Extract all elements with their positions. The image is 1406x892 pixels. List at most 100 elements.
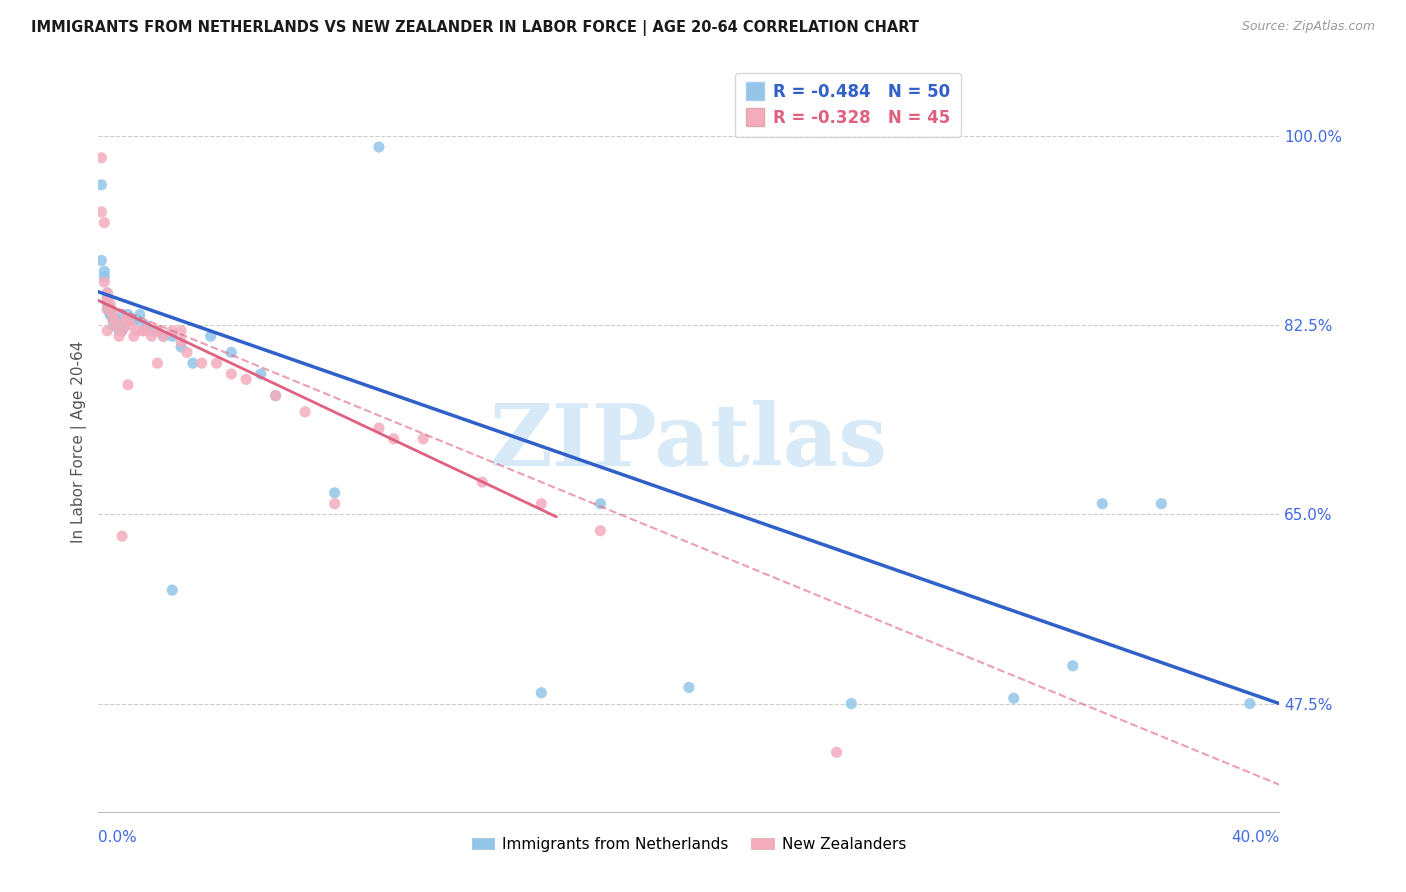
Point: [323, 497, 346, 511]
Text: 0.0%: 0.0%: [98, 830, 138, 846]
Point: [162, 583, 183, 598]
Point: [235, 372, 257, 386]
Point: [98, 308, 121, 322]
Point: [128, 308, 150, 322]
Point: [111, 324, 134, 338]
Point: [170, 324, 193, 338]
Point: [170, 340, 193, 354]
Point: [122, 313, 145, 327]
Point: [368, 421, 391, 435]
Point: [108, 318, 131, 333]
Point: [96, 324, 118, 338]
Text: ZIPatlas: ZIPatlas: [489, 400, 889, 483]
Point: [162, 329, 183, 343]
Point: [146, 356, 169, 370]
Point: [114, 318, 136, 333]
Point: [103, 308, 125, 322]
Point: [120, 318, 142, 333]
Point: [146, 324, 169, 338]
Point: [117, 377, 139, 392]
Point: [108, 329, 131, 343]
Point: [125, 324, 148, 338]
Point: [90, 205, 112, 219]
Point: [141, 324, 163, 338]
Point: [181, 356, 204, 370]
Text: Source: ZipAtlas.com: Source: ZipAtlas.com: [1241, 20, 1375, 33]
Point: [96, 302, 118, 317]
Point: [90, 151, 112, 165]
Point: [294, 405, 316, 419]
Point: [141, 329, 163, 343]
Point: [90, 253, 112, 268]
Point: [1150, 497, 1173, 511]
Point: [132, 324, 155, 338]
Point: [323, 486, 346, 500]
Point: [1239, 697, 1261, 711]
Point: [114, 313, 136, 327]
Point: [471, 475, 494, 489]
Y-axis label: In Labor Force | Age 20-64: In Labor Force | Age 20-64: [72, 341, 87, 542]
Point: [162, 324, 183, 338]
Point: [111, 308, 134, 322]
Point: [117, 308, 139, 322]
Point: [135, 318, 157, 333]
Point: [105, 313, 128, 327]
Point: [98, 297, 121, 311]
Point: [103, 318, 125, 333]
Point: [176, 345, 198, 359]
Point: [221, 367, 243, 381]
Point: [412, 432, 434, 446]
Point: [96, 297, 118, 311]
Legend: Immigrants from Netherlands, New Zealanders: Immigrants from Netherlands, New Zealand…: [464, 830, 914, 860]
Text: IMMIGRANTS FROM NETHERLANDS VS NEW ZEALANDER IN LABOR FORCE | AGE 20-64 CORRELAT: IMMIGRANTS FROM NETHERLANDS VS NEW ZEALA…: [31, 20, 920, 36]
Point: [1091, 497, 1114, 511]
Point: [117, 313, 139, 327]
Point: [93, 264, 115, 278]
Point: [93, 269, 115, 284]
Point: [103, 313, 125, 327]
Point: [111, 529, 134, 543]
Point: [825, 745, 848, 759]
Point: [152, 329, 174, 343]
Point: [125, 313, 148, 327]
Point: [264, 389, 287, 403]
Point: [135, 324, 157, 338]
Point: [98, 302, 121, 317]
Point: [221, 345, 243, 359]
Point: [122, 329, 145, 343]
Point: [96, 291, 118, 305]
Point: [264, 389, 287, 403]
Point: [111, 324, 134, 338]
Point: [90, 178, 112, 192]
Point: [589, 524, 612, 538]
Point: [1062, 658, 1084, 673]
Point: [152, 329, 174, 343]
Point: [678, 681, 700, 695]
Point: [98, 308, 121, 322]
Point: [841, 697, 863, 711]
Point: [96, 285, 118, 300]
Point: [170, 334, 193, 349]
Point: [1002, 691, 1025, 706]
Point: [105, 318, 128, 333]
Point: [205, 356, 228, 370]
Point: [589, 497, 612, 511]
Point: [96, 291, 118, 305]
Point: [146, 324, 169, 338]
Point: [382, 432, 405, 446]
Point: [108, 324, 131, 338]
Point: [191, 356, 214, 370]
Point: [93, 275, 115, 289]
Point: [96, 285, 118, 300]
Point: [93, 216, 115, 230]
Point: [530, 686, 553, 700]
Point: [250, 367, 273, 381]
Point: [120, 313, 142, 327]
Text: 40.0%: 40.0%: [1232, 830, 1279, 846]
Point: [96, 302, 118, 317]
Point: [105, 318, 128, 333]
Point: [103, 313, 125, 327]
Point: [368, 140, 391, 154]
Point: [103, 313, 125, 327]
Point: [200, 329, 222, 343]
